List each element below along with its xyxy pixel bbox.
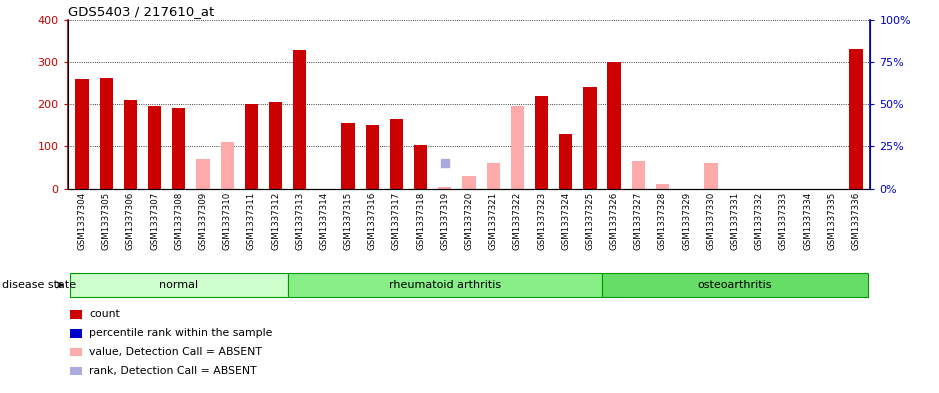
Bar [849,49,863,189]
Text: percentile rank within the sample: percentile rank within the sample [89,328,272,338]
Bar [486,163,500,189]
Point [438,160,453,166]
Bar [583,87,596,189]
Bar [172,108,186,189]
Bar [390,119,403,189]
Bar [196,159,209,189]
Bar [342,123,355,189]
Bar [365,125,379,189]
Bar [124,100,137,189]
Bar [293,50,306,189]
Bar [462,176,476,189]
Bar [269,102,283,189]
Bar [221,142,234,189]
Text: normal: normal [160,280,198,290]
Bar [704,163,717,189]
Bar [655,184,670,189]
Bar [414,145,427,189]
Text: rheumatoid arthritis: rheumatoid arthritis [389,280,500,290]
Bar [535,95,548,189]
Text: osteoarthritis: osteoarthritis [698,280,772,290]
Bar [511,106,524,189]
Text: value, Detection Call = ABSENT: value, Detection Call = ABSENT [89,347,262,357]
Text: disease state: disease state [2,280,76,290]
Bar [559,134,573,189]
Bar [75,79,89,189]
Bar [608,62,621,189]
Bar [439,187,452,189]
Bar [632,161,645,189]
Text: rank, Detection Call = ABSENT: rank, Detection Call = ABSENT [89,366,257,376]
Bar [245,104,258,189]
Bar [148,106,162,189]
Text: count: count [89,309,120,320]
Bar [100,78,113,189]
Text: GDS5403 / 217610_at: GDS5403 / 217610_at [68,6,214,18]
